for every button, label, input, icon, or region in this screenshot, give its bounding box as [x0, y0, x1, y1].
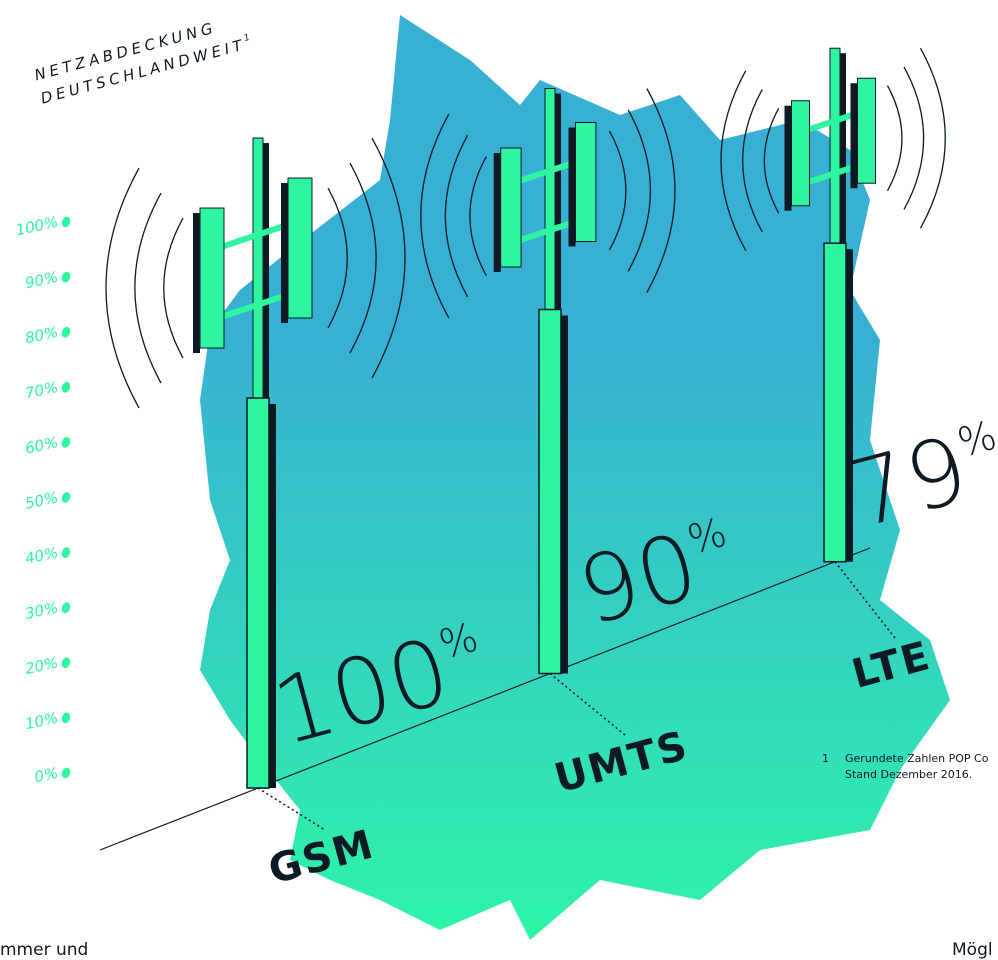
y-tick-dot	[61, 381, 71, 393]
radio-wave	[444, 134, 469, 298]
y-tick-dot	[61, 602, 71, 614]
y-tick-label: 90%	[23, 268, 59, 293]
y-tick-dot	[61, 547, 71, 558]
y-tick-dot	[61, 492, 71, 503]
tower-base-side	[269, 404, 276, 789]
y-tick-label: 70%	[23, 378, 59, 403]
leader-line	[834, 561, 896, 639]
radio-wave	[903, 66, 925, 210]
ground-line	[99, 547, 871, 851]
antenna-side	[850, 83, 858, 189]
y-tick-label: 10%	[23, 709, 59, 734]
antenna-panel	[500, 147, 522, 268]
tower	[420, 88, 676, 675]
footnote-text: Gerundete Zahlen POP Co	[845, 752, 989, 765]
tower	[720, 47, 946, 563]
antenna-panel	[287, 177, 313, 319]
antenna-side	[493, 153, 501, 273]
radio-wave	[420, 113, 450, 319]
body-text-fragment: Mögl	[952, 940, 993, 960]
radio-wave	[646, 88, 676, 293]
radio-wave	[349, 162, 377, 354]
tower-base-side	[846, 249, 853, 562]
antenna-side	[193, 213, 200, 354]
tower-base	[246, 397, 270, 789]
y-tick-dot	[61, 767, 71, 779]
tower	[105, 137, 406, 789]
leader-line	[257, 787, 326, 831]
radio-wave	[763, 107, 780, 214]
y-tick-dot	[61, 216, 71, 228]
radio-wave	[469, 156, 487, 276]
y-tick-label: 50%	[23, 488, 59, 513]
y-tick-label: 100%	[14, 213, 60, 240]
y-tick-label: 40%	[23, 543, 59, 568]
radio-wave	[371, 137, 406, 379]
tower-base	[823, 242, 847, 563]
title-footnote-ref: 1	[243, 32, 255, 44]
radio-wave	[327, 187, 348, 329]
y-tick-dot	[61, 326, 71, 338]
germany-map	[200, 15, 950, 940]
y-tick-label: 0%	[33, 764, 60, 787]
antenna-side	[568, 127, 576, 247]
y-tick-label: 20%	[23, 654, 59, 679]
body-text-fragment: mmer und	[0, 940, 88, 960]
y-tick-dot	[61, 657, 71, 669]
radio-wave	[720, 70, 747, 252]
tower-base	[538, 308, 562, 675]
title-group: NETZABDECKUNG DEUTSCHLANDWEIT1	[32, 18, 255, 107]
antenna-side	[784, 105, 792, 211]
radio-wave	[627, 109, 652, 272]
radio-wave	[886, 85, 903, 192]
y-tick-label: 80%	[23, 323, 59, 348]
y-tick-dot	[61, 437, 71, 448]
antenna-panel	[791, 100, 810, 207]
antenna-panel	[199, 207, 225, 349]
footnote-number: 1	[822, 752, 829, 765]
radio-wave	[105, 167, 140, 409]
radio-wave	[163, 217, 184, 359]
y-tick-dot	[61, 271, 71, 283]
radio-wave	[134, 192, 162, 384]
footnote-text: Stand Dezember 2016.	[845, 768, 972, 781]
y-tick-dot	[61, 712, 71, 724]
antenna-panel	[575, 122, 597, 243]
antenna-panel	[857, 77, 876, 184]
radio-wave	[919, 47, 946, 229]
antenna-side	[281, 183, 288, 324]
radio-wave	[608, 130, 627, 251]
radio-wave	[742, 89, 763, 233]
y-tick-label: 60%	[23, 433, 59, 458]
tower-base-side	[561, 315, 568, 674]
leader-line	[549, 672, 626, 736]
y-tick-label: 30%	[23, 598, 59, 623]
